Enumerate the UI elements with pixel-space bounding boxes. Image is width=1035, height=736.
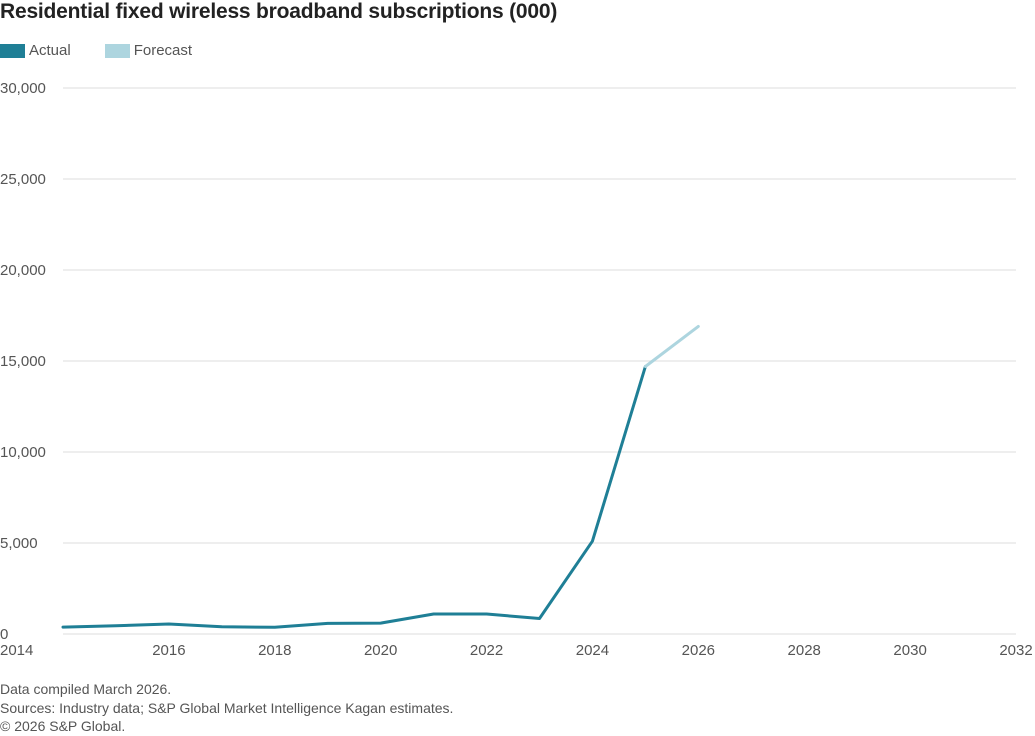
y-tick-label-10000: 10,000 [0,444,46,461]
footer-copyright: © 2026 S&P Global. [0,718,126,734]
y-tick-label-0: 0 [0,626,8,643]
y-axis-tick-labels: 0 5,000 10,000 15,000 20,000 25,000 30,000 [0,80,46,643]
series-line-forecast [643,324,700,368]
y-tick-label-20000: 20,000 [0,262,46,279]
x-tick-label-2030: 2030 [893,642,926,659]
series-lines [61,324,700,629]
y-tick-label-25000: 25,000 [0,171,46,188]
x-tick-label-2022: 2022 [470,642,503,659]
legend: Actual Forecast [0,42,226,59]
y-tick-label-5000: 5,000 [0,535,38,552]
chart-footer: Data compiled March 2026. Sources: Indus… [0,680,453,736]
legend-item-forecast: Forecast [104,42,193,59]
y-tick-label-30000: 30,000 [0,80,46,97]
x-tick-label-2024: 2024 [576,642,609,659]
footer-sources: Sources: Industry data; S&P Global Marke… [0,699,454,716]
footer-data-compiled: Data compiled March 2026. [0,681,172,697]
series-line-actual [61,365,647,629]
x-tick-label-2016: 2016 [152,642,185,659]
x-tick-label-2018: 2018 [258,642,291,659]
legend-item-actual: Actual [0,42,71,59]
x-tick-label-2032: 2032 [999,642,1032,659]
legend-label-forecast: Forecast [133,42,193,59]
legend-swatch-actual [0,43,25,58]
gridlines [63,87,1016,635]
y-tick-label-15000: 15,000 [0,353,46,370]
legend-swatch-forecast [104,43,130,58]
x-tick-label-2026: 2026 [682,642,715,659]
chart-title: Residential fixed wireless broadband sub… [0,0,558,23]
legend-label-actual: Actual [29,42,71,59]
x-axis-tick-labels: 2014 2016 2018 2020 2022 2024 2026 2028 2030 2032 [0,642,1033,659]
x-tick-label-2028: 2028 [788,642,821,659]
x-tick-label-2020: 2020 [364,642,397,659]
x-tick-label-2014: 2014 [0,642,33,659]
